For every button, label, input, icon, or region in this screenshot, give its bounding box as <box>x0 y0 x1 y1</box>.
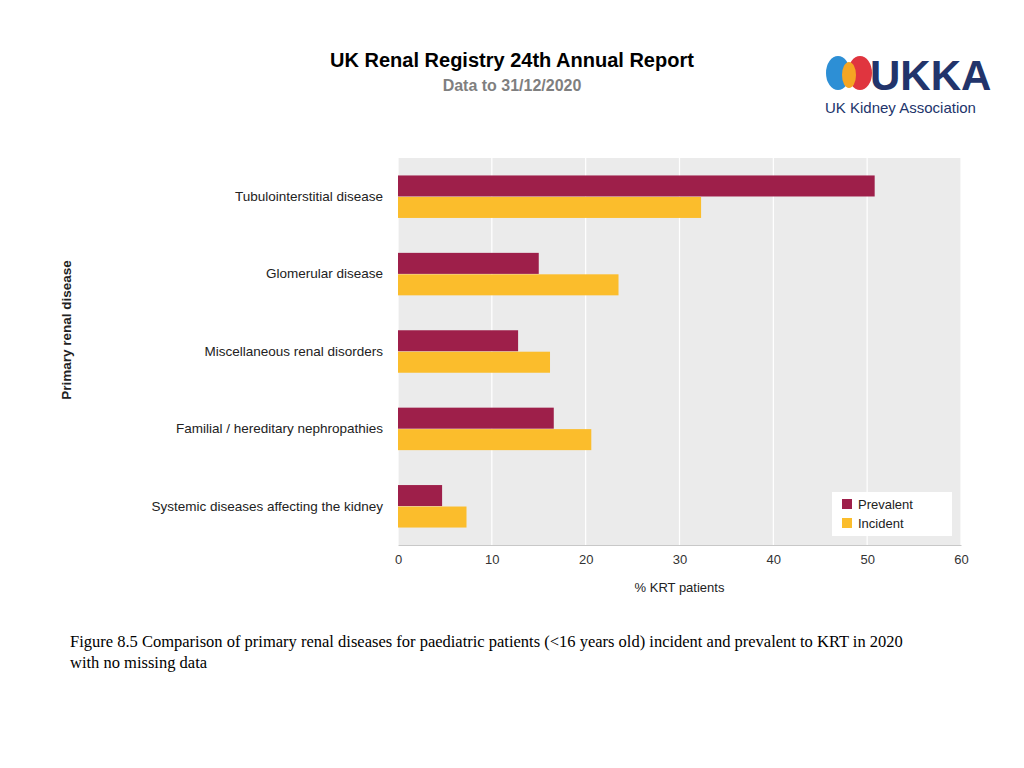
x-tick-label: 30 <box>673 552 687 567</box>
legend-label: Incident <box>858 516 904 531</box>
x-tick-label: 40 <box>767 552 781 567</box>
legend-box <box>832 492 952 536</box>
y-axis-title: Primary renal disease <box>59 260 74 400</box>
grid <box>398 158 961 545</box>
bar <box>398 429 591 450</box>
x-tick-label: 10 <box>485 552 499 567</box>
x-tick: 30 <box>673 545 687 567</box>
y-tick-label: Familial / hereditary nephropathies <box>176 421 383 436</box>
x-tick-label: 60 <box>954 552 968 567</box>
legend: Prevalent Incident <box>832 492 952 536</box>
y-tick: Systemic diseases affecting the kidney <box>151 499 398 514</box>
x-axis-title: % KRT patients <box>635 580 725 595</box>
x-tick: 60 <box>954 545 968 567</box>
x-tick: 0 <box>395 545 402 567</box>
logo: UKKAUK Kidney Association <box>825 52 991 116</box>
y-tick-label: Tubulointerstitial disease <box>235 189 383 204</box>
logo-text: UKKA <box>870 52 991 99</box>
y-axis: Tubulointerstitial disease Glomerular dis… <box>151 159 398 546</box>
x-tick-label: 20 <box>579 552 593 567</box>
caption: Figure 8.5 Comparison of primary renal d… <box>70 632 903 672</box>
x-tick-label: 50 <box>860 552 874 567</box>
y-tick: Tubulointerstitial disease <box>235 189 398 204</box>
legend-entry: Incident <box>842 516 904 531</box>
plot-background <box>398 158 961 545</box>
y-axis-line <box>398 159 399 546</box>
bar <box>398 507 466 528</box>
y-tick: Glomerular disease <box>266 266 398 281</box>
grid-line <box>773 158 774 545</box>
x-tick: 20 <box>579 545 593 567</box>
x-axis: 0 10 20 30 40 50 60 <box>395 545 969 567</box>
y-tick-label: Glomerular disease <box>266 266 383 281</box>
logo-subtitle: UK Kidney Association <box>825 99 976 116</box>
legend-entry: Prevalent <box>842 497 913 512</box>
legend-label: Prevalent <box>858 497 913 512</box>
y-tick-label: Miscellaneous renal disorders <box>204 344 383 359</box>
x-tick: 10 <box>485 545 499 567</box>
caption-line: with no missing data <box>70 653 208 672</box>
legend-swatch <box>842 518 852 528</box>
page-background <box>0 0 1024 768</box>
header-title: UK Renal Registry 24th Annual Report <box>330 49 694 71</box>
bar <box>398 253 539 274</box>
grid-line <box>960 158 961 545</box>
grid-line <box>867 158 868 545</box>
y-tick: Familial / hereditary nephropathies <box>176 421 398 436</box>
x-axis-line <box>399 545 962 546</box>
caption-line: Figure 8.5 Comparison of primary renal d… <box>70 632 903 651</box>
bar <box>398 274 619 295</box>
header-subtitle: Data to 31/12/2020 <box>443 77 582 94</box>
x-tick: 50 <box>860 545 874 567</box>
y-tick: Miscellaneous renal disorders <box>204 344 398 359</box>
bar <box>398 485 442 506</box>
bar <box>398 330 518 351</box>
bars <box>398 175 875 527</box>
bar <box>398 197 701 218</box>
bar <box>398 408 554 429</box>
x-tick-label: 0 <box>395 552 402 567</box>
bar <box>398 175 875 196</box>
x-tick: 40 <box>767 545 781 567</box>
legend-swatch <box>842 499 852 509</box>
chart: 0 10 20 30 40 50 60 Tubulointerstitial disease G… <box>59 158 969 595</box>
logo-shape <box>842 62 856 88</box>
bar <box>398 352 550 373</box>
y-tick-label: Systemic diseases affecting the kidney <box>151 499 383 514</box>
page: UK Renal Registry 24th Annual Report Data… <box>0 0 1024 768</box>
